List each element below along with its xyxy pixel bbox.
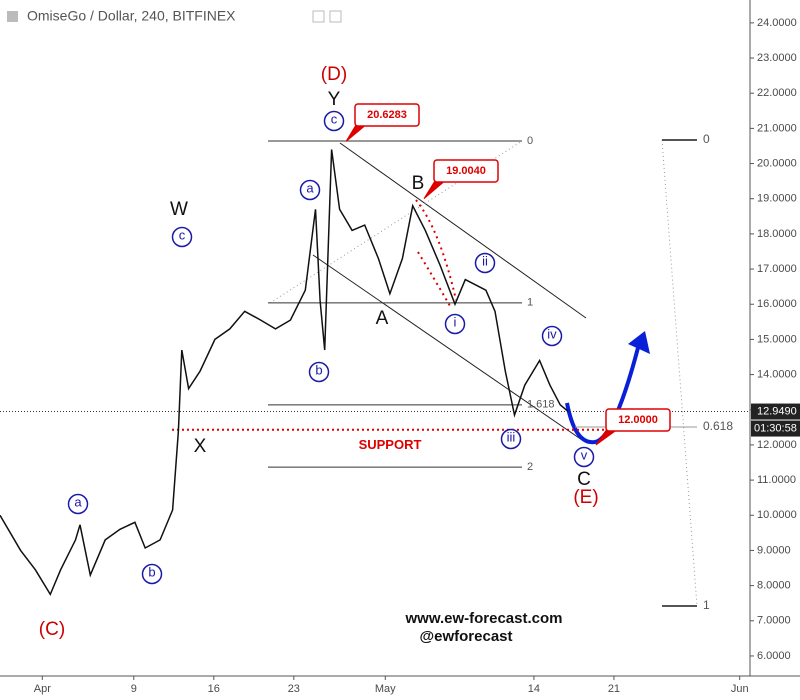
fib-label: 1: [703, 598, 710, 612]
projection-dotted: [417, 251, 451, 307]
fib-label: 0.618: [703, 419, 733, 433]
fib-label: 2: [527, 461, 533, 473]
fib-label: 0: [703, 132, 710, 146]
fib-label: 1.618: [527, 399, 555, 411]
countdown: 01:30:58: [754, 422, 797, 434]
y-tick-label: 20.0000: [757, 157, 797, 169]
wave-label: Y: [328, 89, 341, 110]
wave-circle: [171, 226, 193, 248]
wave-circle: [474, 252, 496, 274]
x-tick-label: 16: [208, 683, 220, 695]
wave-label: a: [306, 180, 314, 195]
y-tick-label: 7.0000: [757, 615, 791, 627]
y-tick-label: 19.0000: [757, 193, 797, 205]
wave-label: ii: [482, 253, 488, 268]
callout-box: [605, 408, 671, 432]
wave-circle: [67, 493, 89, 515]
y-tick-label: 16.0000: [757, 298, 797, 310]
x-tick-label: 14: [528, 683, 540, 695]
y-tick-label: 14.0000: [757, 368, 797, 380]
x-tick-label: Jun: [731, 683, 749, 695]
callout-label: 12.0000: [618, 414, 658, 426]
countdown-tag: [751, 420, 800, 437]
wave-circle: [323, 110, 345, 132]
y-tick-label: 9.0000: [757, 544, 791, 556]
fib-label: 0: [527, 135, 533, 147]
wave-label: (E): [573, 487, 598, 508]
callout-label: 20.6283: [367, 109, 407, 121]
wave-label: C: [577, 469, 591, 490]
wave-label: iii: [507, 429, 516, 444]
last-price-label: 12.9490: [757, 405, 797, 417]
wave-label: X: [194, 436, 207, 457]
wave-circle: [500, 428, 522, 450]
x-tick-label: 9: [131, 683, 137, 695]
footer-site: www.ew-forecast.com: [405, 610, 563, 627]
last-price-tag: [751, 403, 800, 420]
y-tick-label: 15.0000: [757, 333, 797, 345]
wave-label: W: [170, 199, 188, 220]
chart-title: OmiseGo / Dollar, 240, BITFINEX: [27, 8, 236, 24]
projection-arrow: [565, 339, 642, 445]
wave-label: b: [148, 564, 155, 579]
x-tick-label: 23: [288, 683, 300, 695]
close-icon[interactable]: [329, 10, 342, 23]
y-tick-label: 23.0000: [757, 52, 797, 64]
y-tick-label: 6.0000: [757, 650, 791, 662]
y-tick-label: 8.0000: [757, 580, 791, 592]
wave-label: (C): [39, 619, 65, 640]
y-tick-label: 18.0000: [757, 228, 797, 240]
callout-box: [354, 103, 420, 127]
settings-icon[interactable]: [312, 10, 325, 23]
wave-label: a: [74, 494, 82, 509]
wave-label: v: [581, 447, 588, 462]
wave-label: A: [376, 308, 389, 329]
y-tick-label: 12.0000: [757, 439, 797, 451]
footer-handle: @ewforecast: [420, 628, 513, 645]
y-tick-label: 11.0000: [757, 474, 796, 486]
wave-circle: [541, 325, 563, 347]
wave-label: iv: [547, 326, 557, 341]
wave-label: b: [315, 362, 322, 377]
wave-circle: [573, 446, 595, 468]
fib-label: 1: [527, 297, 533, 309]
x-tick-label: May: [375, 683, 396, 695]
y-tick-label: 24.0000: [757, 17, 797, 29]
wave-circle: [141, 563, 163, 585]
arrow-head: [628, 331, 650, 354]
support-label: SUPPORT: [359, 437, 422, 452]
channel-line: [339, 142, 587, 319]
callout-label: 19.0040: [446, 165, 486, 177]
x-tick-label: Apr: [34, 683, 51, 695]
symbol-icon: [7, 11, 18, 22]
wave-label: c: [179, 227, 186, 242]
y-tick-label: 21.0000: [757, 122, 797, 134]
wave-circle: [299, 179, 321, 201]
price-line: [0, 149, 569, 597]
y-tick-label: 17.0000: [757, 263, 797, 275]
wave-label: (D): [321, 64, 347, 85]
y-tick-label: 10.0000: [757, 509, 797, 521]
callout-box: [433, 159, 499, 183]
channel-line: [312, 254, 583, 441]
wave-label: i: [454, 314, 457, 329]
wave-label: B: [412, 173, 425, 194]
wave-circle: [308, 361, 330, 383]
wave-label: c: [331, 111, 338, 126]
wave-circle: [444, 313, 466, 335]
y-tick-label: 22.0000: [757, 87, 797, 99]
x-tick-label: 21: [608, 683, 620, 695]
